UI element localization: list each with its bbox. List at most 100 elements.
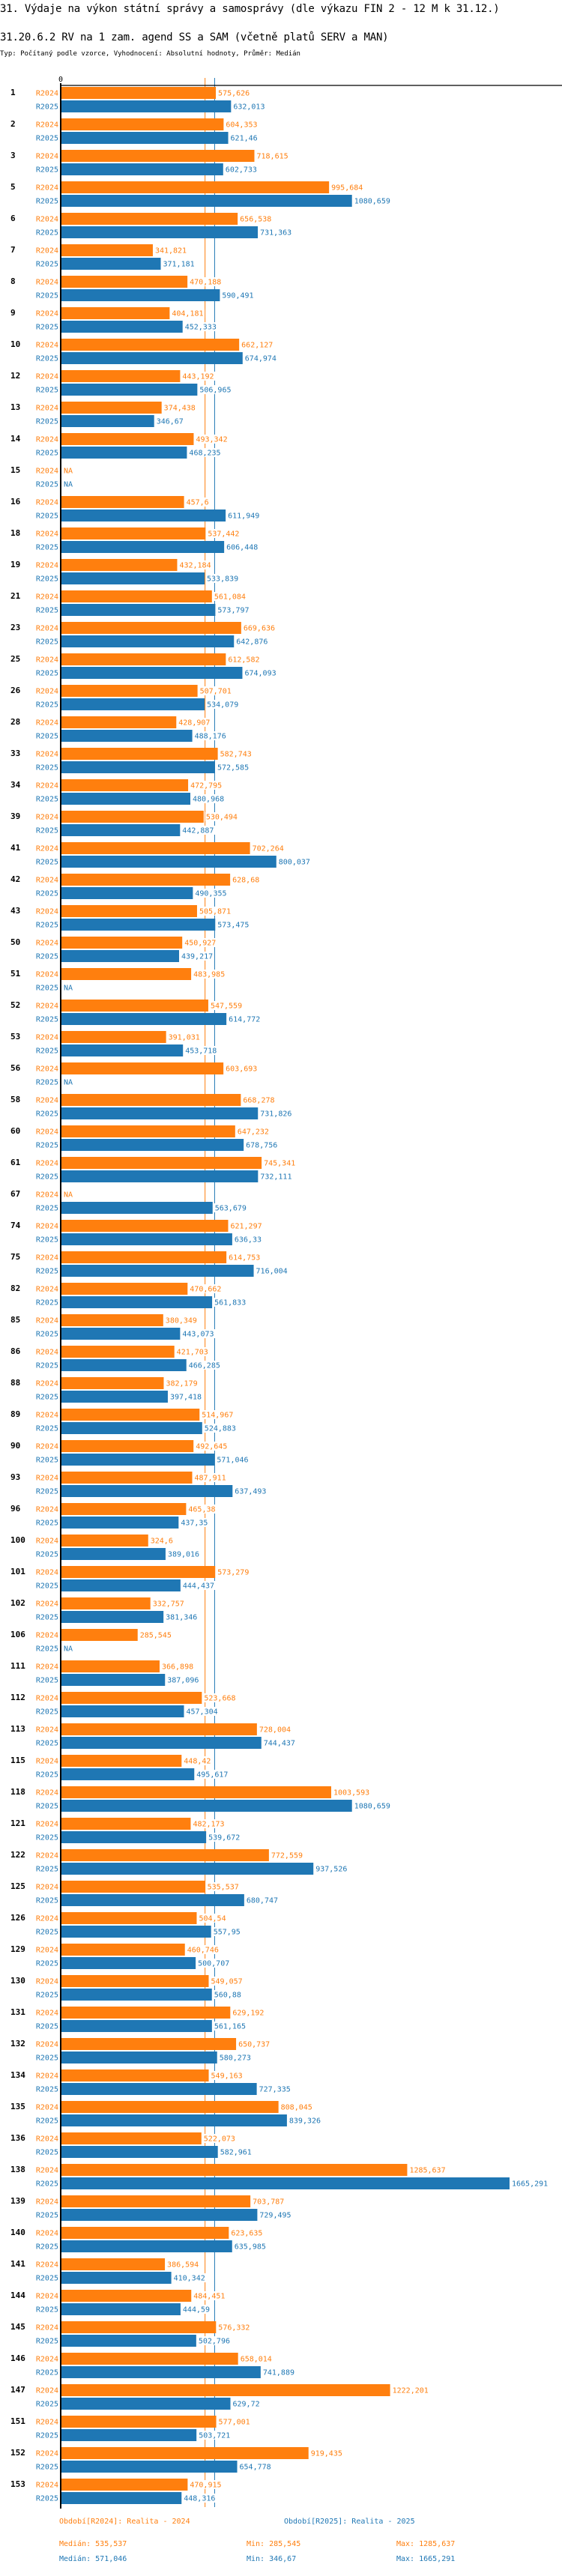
value-label: NA	[64, 985, 73, 993]
value-label: 604,353	[226, 121, 257, 130]
bar-r2024	[61, 433, 194, 445]
series-label: R2024	[36, 1475, 58, 1483]
value-label: 636,33	[235, 1236, 262, 1245]
bar-r2025	[61, 1517, 179, 1529]
series-label: R2025	[36, 2055, 58, 2063]
series-label: R2024	[36, 373, 58, 381]
value-label-bg	[236, 1127, 271, 1136]
series-label: R2024	[36, 908, 58, 916]
value-label: 727,335	[259, 2086, 291, 2094]
series-label: R2024	[36, 782, 58, 790]
bar-r2024	[61, 1912, 197, 1924]
category-label: 8	[10, 276, 16, 286]
value-label-bg	[244, 354, 278, 363]
value-label: 572,585	[217, 764, 249, 773]
value-label-bg	[206, 1882, 241, 1891]
value-label: 439,217	[181, 953, 213, 961]
category-label: 132	[10, 2039, 25, 2049]
value-label-bg	[199, 686, 233, 695]
series-label: R2025	[36, 261, 58, 269]
series-label: R2025	[36, 1960, 58, 1968]
value-label: 1080,659	[354, 1803, 390, 1811]
bar-r2025	[61, 950, 179, 962]
bar-r2025	[61, 1768, 195, 1780]
bar-r2024	[61, 779, 189, 791]
value-label: 647,232	[238, 1128, 269, 1137]
category-label: 153	[10, 2479, 25, 2489]
bar-r2025	[61, 1926, 211, 1938]
bar-r2024	[61, 370, 181, 382]
bar-r2024	[61, 2195, 251, 2207]
value-label-bg	[353, 1801, 392, 1810]
category-label: 121	[10, 1818, 25, 1828]
bar-r2024	[61, 905, 197, 917]
bar-r2025	[61, 1233, 232, 1245]
series-label: R2025	[36, 1205, 58, 1213]
series-label: R2025	[36, 859, 58, 867]
value-label-bg	[184, 938, 217, 947]
value-label: 537,442	[208, 530, 239, 539]
series-label: R2024	[36, 468, 58, 476]
bar-r2025	[61, 510, 226, 521]
page-title: 31. Výdaje na výkon státní správy a samo…	[0, 3, 500, 15]
category-label: 100	[10, 1535, 25, 1545]
value-label: 346,67	[157, 418, 184, 426]
bar-r2025	[61, 698, 205, 710]
value-label-bg	[221, 291, 256, 300]
series-label: R2025	[36, 1834, 58, 1842]
series-label: R2024	[36, 1915, 58, 1923]
value-label-bg	[166, 1675, 200, 1684]
series-label: R2024	[36, 310, 58, 318]
value-label-bg	[234, 1487, 268, 1496]
value-label-bg	[165, 1612, 199, 1621]
series-label: R2025	[36, 1803, 58, 1811]
value-label: 506,965	[199, 387, 231, 395]
bar-r2024	[61, 2164, 408, 2176]
series-label: R2024	[36, 1065, 58, 1074]
bar-r2024	[61, 590, 212, 602]
bar-r2025	[61, 2303, 181, 2315]
value-label: 457,304	[186, 1708, 217, 1717]
value-label-bg	[391, 2386, 430, 2395]
value-label-bg	[256, 151, 290, 160]
value-label-bg	[209, 1001, 244, 1010]
series-label: R2025	[36, 1016, 58, 1024]
value-label-bg	[155, 417, 185, 426]
value-label-bg	[232, 102, 267, 111]
value-label: 678,756	[246, 1142, 277, 1150]
value-label: 389,016	[168, 1551, 199, 1559]
series-label: R2024	[36, 2450, 58, 2458]
bar-r2024	[61, 1692, 202, 1704]
value-label: 656,538	[240, 216, 271, 224]
category-label: 118	[10, 1787, 25, 1797]
bar-r2025	[61, 2272, 172, 2284]
series-label: R2025	[36, 2495, 58, 2503]
bar-r2024	[61, 1881, 205, 1893]
value-label: 680,747	[247, 1897, 278, 1905]
value-label: 386,594	[167, 2261, 199, 2270]
value-label-bg	[225, 120, 259, 129]
series-label: R2025	[36, 1173, 58, 1182]
value-label-bg	[332, 1788, 371, 1797]
value-label-bg	[205, 812, 239, 821]
value-label-bg	[277, 857, 312, 866]
bar-r2024	[61, 1975, 209, 1987]
value-label-bg	[180, 1518, 209, 1527]
bar-r2025	[61, 1139, 244, 1151]
bar-r2024	[61, 685, 198, 697]
value-label: 472,795	[190, 782, 222, 790]
value-label-bg	[227, 511, 261, 520]
value-label-bg	[214, 1298, 247, 1307]
bar-r2025	[61, 2335, 196, 2347]
category-label: 140	[10, 2228, 25, 2237]
value-label-bg	[63, 466, 74, 475]
series-label: R2024	[36, 247, 58, 256]
bar-r2025	[61, 1863, 314, 1875]
bar-r2025	[61, 1391, 168, 1403]
series-label: R2025	[36, 2432, 58, 2440]
bar-r2024	[61, 1094, 241, 1106]
value-label: 366,898	[162, 1663, 193, 1672]
bar-r2025	[61, 824, 181, 836]
value-label-bg	[208, 1833, 241, 1842]
series-label: R2025	[36, 1929, 58, 1937]
